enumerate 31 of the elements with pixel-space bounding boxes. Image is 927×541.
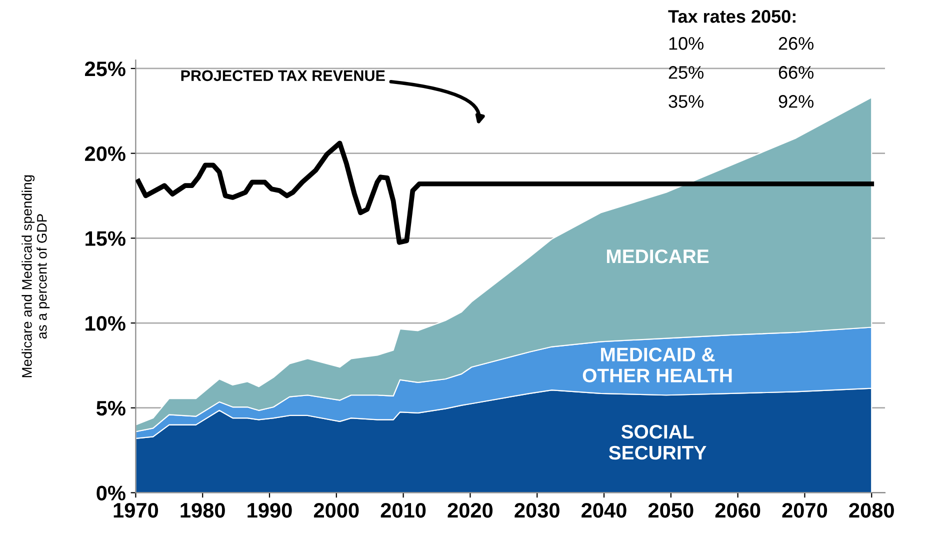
x-tick-label: 1970 [114, 502, 158, 518]
x-tick-label: 2050 [648, 502, 694, 518]
y-tick-label: 20% [85, 146, 126, 162]
y-axis-title: Medicare and Medicaid spending as a percent of GDP [22, 175, 50, 378]
y-tick-label: 25% [85, 61, 126, 76]
series-label: SOCIAL SECURITY [608, 424, 706, 460]
series-label: MEDICAID & OTHER HEALTH [582, 348, 732, 382]
annotation: 92% [778, 95, 814, 108]
x-tick-label: 2030 [514, 502, 560, 518]
x-tick-label: 2080 [849, 502, 894, 518]
line-series [136, 140, 874, 245]
y-tick-label: 15% [86, 231, 126, 246]
x-tick-label: 2040 [582, 502, 626, 518]
y-tick-label: 5% [96, 400, 126, 416]
x-tick-label: 2070 [782, 502, 828, 518]
y-tick-label: 10% [86, 316, 126, 331]
series-label: MEDICARE [606, 249, 709, 264]
y-tick-label: 0% [96, 486, 126, 500]
annotation: 35% [668, 95, 704, 108]
x-tick-label: 1990 [248, 502, 292, 518]
text: 26% [778, 37, 814, 50]
x-tick-label: 2000 [314, 502, 359, 518]
annotation: 66% [778, 66, 814, 79]
x-tick-label: 1980 [180, 502, 225, 518]
annotation: 25% [668, 66, 704, 79]
x-tick-label: 2010 [380, 502, 426, 518]
text: Tax rates 2050: [668, 10, 796, 23]
x-tick-label: 2060 [715, 502, 760, 518]
x-tick-label: 2020 [448, 502, 493, 518]
text: PROJECTED TAX REVENUE [181, 70, 385, 82]
text: 10% [669, 37, 704, 50]
